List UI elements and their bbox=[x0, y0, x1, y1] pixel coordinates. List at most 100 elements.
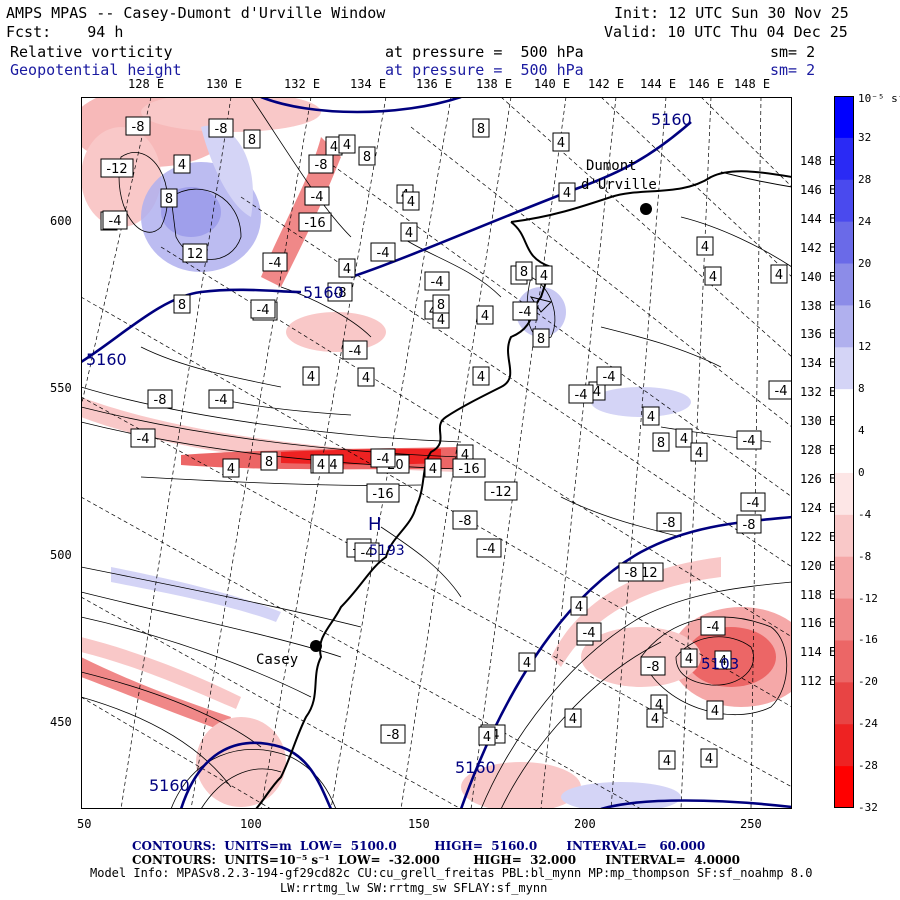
svg-text:4: 4 bbox=[709, 270, 717, 285]
place-casey: Casey bbox=[256, 652, 298, 668]
vorticity-contour-label: 4 bbox=[552, 132, 570, 152]
svg-text:-4: -4 bbox=[431, 275, 444, 290]
svg-text:-8: -8 bbox=[215, 122, 228, 137]
vorticity-contour-label: -4 bbox=[342, 340, 368, 360]
colorbar-label: 28 bbox=[858, 172, 872, 186]
field2-smoothing: sm= 2 bbox=[770, 61, 816, 79]
svg-text:-4: -4 bbox=[349, 344, 362, 359]
footer-vorticity-contours: CONTOURS: UNITS=10⁻⁵ s⁻¹ LOW= -32.000 HI… bbox=[132, 853, 740, 867]
bottom-x-label: 100 bbox=[240, 817, 262, 831]
right-axis-label: 126 E bbox=[800, 471, 837, 486]
colorbar-label: 24 bbox=[858, 214, 872, 228]
svg-text:-4: -4 bbox=[603, 370, 616, 385]
place-dumont: Dumont d'Urville bbox=[581, 158, 657, 193]
bottom-x-label: 200 bbox=[574, 817, 596, 831]
valid-time: Valid: 10 UTC Thu 04 Dec 25 bbox=[604, 23, 848, 41]
top-lon-label: 134 E bbox=[350, 77, 387, 91]
vorticity-contour-label: 4 bbox=[476, 305, 494, 325]
right-axis-label: 132 E bbox=[800, 385, 837, 400]
vorticity-contour-label: 12 bbox=[182, 243, 208, 263]
high-value-label: 5193 bbox=[369, 543, 405, 559]
vorticity-contour-label: 4 bbox=[518, 652, 536, 672]
svg-text:4: 4 bbox=[343, 262, 351, 277]
field2-level: at pressure = 500 hPa bbox=[385, 61, 584, 79]
height-label: 5160 bbox=[86, 350, 127, 369]
right-axis-label: 118 E bbox=[800, 587, 837, 602]
colorbar-label: 32 bbox=[858, 130, 872, 144]
vorticity-contour-label: 4 bbox=[222, 458, 240, 478]
svg-text:8: 8 bbox=[437, 298, 445, 313]
vorticity-shading bbox=[81, 97, 792, 809]
dumont-station-marker bbox=[640, 203, 652, 215]
vorticity-contour-label: -8 bbox=[327, 282, 353, 302]
top-lon-label: 142 E bbox=[588, 77, 625, 91]
vorticity-contour-label: 4 bbox=[690, 442, 708, 462]
svg-text:-8: -8 bbox=[625, 566, 638, 581]
svg-text:-8: -8 bbox=[315, 158, 328, 173]
vorticity-contour-label: 4 bbox=[400, 222, 418, 242]
right-axis-label: 148 E bbox=[800, 154, 837, 168]
svg-text:4: 4 bbox=[405, 226, 413, 241]
svg-text:8: 8 bbox=[363, 150, 371, 165]
right-axis-label: 124 E bbox=[800, 500, 837, 515]
svg-text:4: 4 bbox=[227, 462, 235, 477]
height-label: 5160 bbox=[455, 758, 496, 777]
svg-text:-8: -8 bbox=[334, 286, 347, 301]
colorbar-segment bbox=[834, 598, 854, 641]
svg-text:4: 4 bbox=[685, 652, 693, 667]
vorticity-contour-label: 4 bbox=[704, 266, 722, 286]
svg-text:-4: -4 bbox=[137, 432, 150, 447]
svg-text:4: 4 bbox=[701, 240, 709, 255]
high-marker: H bbox=[368, 514, 382, 535]
svg-text:-8: -8 bbox=[459, 514, 472, 529]
top-lon-label: 132 E bbox=[284, 77, 321, 91]
vorticity-contour-label: 4 bbox=[714, 650, 732, 670]
vorticity-contour-label: 4 bbox=[402, 191, 420, 211]
vorticity-contour-label: 4 bbox=[302, 366, 320, 386]
colorbar-segment bbox=[834, 514, 854, 558]
svg-text:-16: -16 bbox=[458, 462, 479, 477]
vorticity-contour-label: -4 bbox=[262, 252, 288, 272]
vorticity-contour-label: -8 bbox=[656, 512, 682, 532]
field1-level: at pressure = 500 hPa bbox=[385, 43, 584, 61]
svg-text:8: 8 bbox=[477, 122, 485, 137]
vorticity-contour-label: 8 bbox=[243, 129, 261, 149]
right-axis-label: 138 E bbox=[800, 298, 837, 313]
vorticity-contour-label: 8 bbox=[432, 294, 450, 314]
svg-text:-4: -4 bbox=[747, 496, 760, 511]
svg-text:4: 4 bbox=[695, 446, 703, 461]
vorticity-contour-label: 4 bbox=[338, 134, 356, 154]
colorbar-label: 16 bbox=[858, 298, 872, 312]
svg-text:4: 4 bbox=[317, 458, 325, 473]
vorticity-contour-label: -16 bbox=[366, 483, 400, 503]
colorbar-segment bbox=[834, 766, 854, 808]
svg-text:4: 4 bbox=[663, 754, 671, 769]
svg-text:4: 4 bbox=[437, 313, 445, 328]
right-axis-label: 120 E bbox=[800, 558, 837, 573]
svg-text:-4: -4 bbox=[707, 620, 720, 635]
svg-text:8: 8 bbox=[248, 133, 256, 148]
right-axis-label: 144 E bbox=[800, 211, 837, 226]
vorticity-contour-label: -8 bbox=[308, 154, 334, 174]
height-label: 5160 bbox=[651, 110, 692, 129]
vorticity-contour-label: 4 bbox=[478, 726, 496, 746]
svg-text:-12: -12 bbox=[106, 162, 127, 177]
init-time: Init: 12 UTC Sun 30 Nov 25 bbox=[614, 4, 849, 22]
vorticity-contour-label: 8 bbox=[532, 328, 550, 348]
vorticity-contour-label: 4 bbox=[472, 366, 490, 386]
colorbar-label: -20 bbox=[858, 675, 878, 689]
vorticity-contour-label: -12 bbox=[100, 158, 134, 178]
svg-text:4: 4 bbox=[307, 370, 315, 385]
colorbar-segment bbox=[834, 556, 854, 600]
vorticity-contour-label: -4 bbox=[208, 389, 234, 409]
right-axis-label: 116 E bbox=[800, 616, 837, 631]
colorbar bbox=[834, 96, 854, 808]
vorticity-contour-label: -4 bbox=[596, 366, 622, 386]
vorticity-contour-label: 8 bbox=[358, 146, 376, 166]
colorbar-segment bbox=[834, 724, 854, 767]
colorbar-label: -24 bbox=[858, 717, 878, 731]
bottom-x-label: 250 bbox=[740, 817, 762, 831]
footer-model-info: Model Info: MPASv8.2.3-194-gf29cd82c CU:… bbox=[90, 866, 813, 880]
low-value-label: 5103 bbox=[701, 655, 739, 673]
forecast-hour: Fcst: 94 h bbox=[6, 23, 124, 41]
